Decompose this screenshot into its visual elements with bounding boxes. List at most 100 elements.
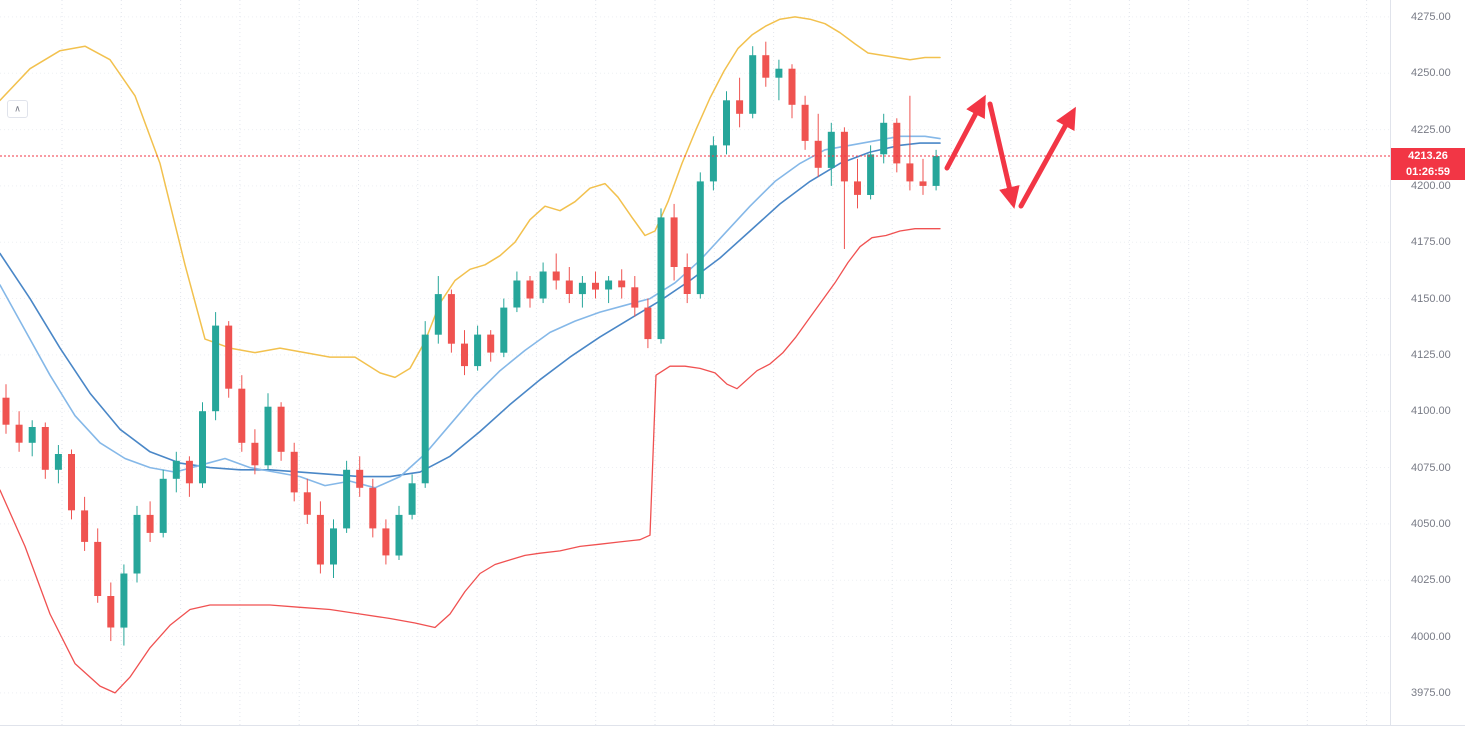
candle-body [15,424,23,443]
candle-body [644,307,652,340]
candle-body [736,100,744,114]
price-axis-label: 4150.00 [1411,292,1451,305]
candle-body [146,514,154,533]
candle-body [185,460,193,484]
price-axis-label: 4225.00 [1411,123,1451,136]
candle-body [578,282,586,295]
candle-body [421,334,429,484]
candles [2,41,940,646]
trend-arrow[interactable] [944,94,986,171]
candle-body [225,325,233,389]
trend-arrow[interactable] [987,101,1020,209]
candle-body [434,294,442,335]
candle-body [539,271,547,299]
candle-body [159,478,167,533]
candle-body [657,217,665,340]
overlay-bollinger-upper[interactable] [0,16,941,379]
candle-body [683,267,691,294]
candle-body [264,406,272,466]
price-axis-label: 4025.00 [1411,574,1451,587]
candle-body [290,451,298,493]
candle-body [54,454,62,470]
candle-body [133,514,141,574]
candle-body [369,487,377,529]
candle-body [28,427,36,443]
candle-body [68,454,75,511]
drawn-forecast-arrows[interactable] [944,94,1076,209]
grid-lines [0,0,1390,725]
candle-body [41,427,49,470]
candle-body [212,325,220,412]
price-axis-label: 4100.00 [1411,405,1451,418]
candle-body [605,280,613,290]
candle-body [788,68,796,105]
candle-body [461,343,468,367]
candle-body [513,280,521,308]
candle-body [762,55,770,78]
candle-body [893,122,901,164]
price-axis-label: 4000.00 [1411,630,1451,643]
candle-body [474,334,482,367]
candle-body [906,163,914,182]
candle-body [867,154,875,195]
candle-body [94,541,102,596]
candle-body [330,528,337,565]
candle-body [696,181,704,295]
candle-body [199,411,206,484]
candle-body [2,397,10,425]
price-axis-label: 4275.00 [1411,10,1451,23]
price-axis[interactable]: 4275.00 4250.00 4225.00 4200.00 4175.00 4150.… [1390,0,1465,725]
price-axis-label: 3975.00 [1411,686,1451,699]
candle-body [487,334,495,353]
candle-body [316,514,324,565]
time-axis[interactable] [0,725,1465,740]
candle-body [500,307,508,353]
candle-body [670,217,678,267]
candle-body [277,406,285,452]
candle-body [107,596,115,628]
collapse-toolbar-button[interactable]: ∧ [7,100,28,118]
candle-body [709,145,717,182]
price-axis-label: 4075.00 [1411,461,1451,474]
candle-body [303,492,311,515]
price-axis-label: 4050.00 [1411,517,1451,530]
candle-body [382,528,390,556]
last-price-label: 4213.26 [1391,148,1465,165]
candle-body [172,460,180,479]
candle-body [395,514,403,556]
candle-body [840,131,848,182]
candle-body [343,469,351,529]
candle-body [723,100,730,146]
price-axis-label: 4250.00 [1411,67,1451,80]
candle-body [801,104,809,141]
candle-body [880,122,888,155]
candle-body [356,469,364,488]
candle-body [552,271,560,281]
candle-body [932,156,940,186]
candle-body [814,140,822,168]
candle-body [827,131,835,168]
bar-countdown-label: 01:26:59 [1391,164,1465,181]
candle-body [81,510,89,542]
candle-body [618,280,626,288]
candle-body [238,388,246,443]
overlay-ma-slow[interactable] [0,142,941,478]
trend-arrow[interactable] [1018,106,1076,209]
candle-body [120,573,128,628]
candle-body [854,181,861,195]
price-axis-label: 4175.00 [1411,236,1451,249]
candle-body [631,287,639,308]
price-axis-label: 4125.00 [1411,348,1451,361]
price-axis-label: 4200.00 [1411,179,1451,192]
candle-body [919,181,927,186]
chevron-up-icon: ∧ [14,103,21,113]
candle-body [408,483,416,515]
candle-body [749,55,757,114]
candle-body [775,68,783,78]
candle-body [565,280,573,294]
overlay-bollinger-lower[interactable] [0,228,941,694]
candle-body [526,280,534,299]
overlay-ma-fast[interactable] [0,135,941,489]
